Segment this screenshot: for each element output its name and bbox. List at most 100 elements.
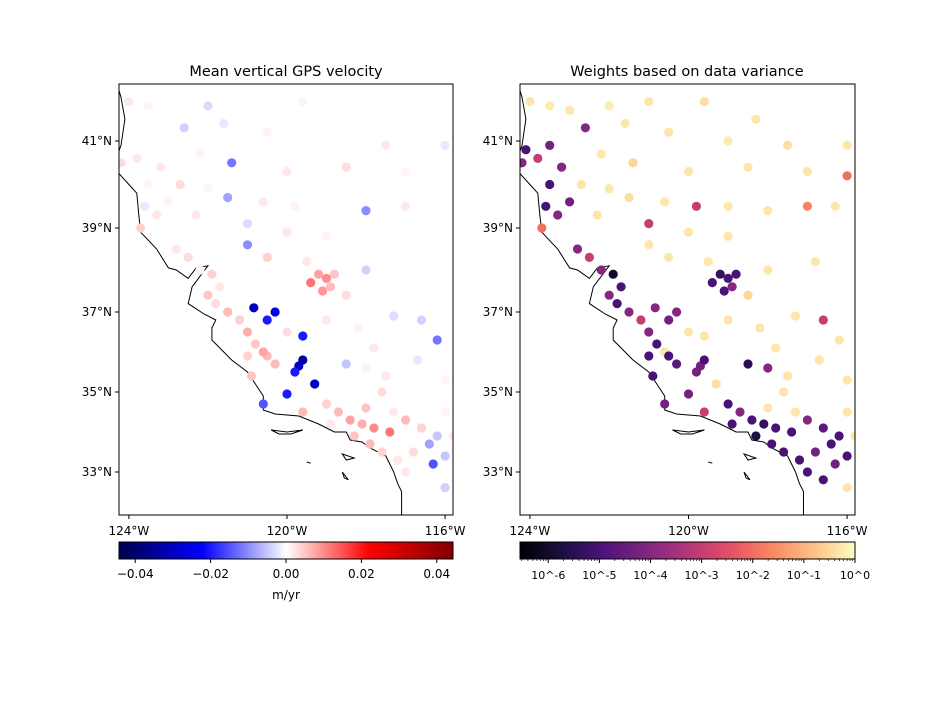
y-tick-label: 41°N <box>82 134 112 148</box>
station-point <box>826 439 836 449</box>
station-point <box>333 407 343 417</box>
y-tick-label: 39°N <box>483 221 513 235</box>
island-outline <box>270 429 303 435</box>
station-point <box>282 327 292 337</box>
station-point <box>771 423 781 433</box>
station-point <box>416 475 426 485</box>
station-point <box>672 307 682 317</box>
station-point <box>580 123 591 133</box>
station-point <box>644 96 654 107</box>
station-point <box>365 439 375 449</box>
station-point <box>648 371 658 381</box>
station-point <box>369 343 379 353</box>
colorbar-tick-label: 10^-1 <box>787 569 821 582</box>
y-tick-label: 39°N <box>82 221 112 235</box>
station-point <box>620 118 630 129</box>
station-point <box>424 439 434 449</box>
station-point <box>525 96 535 107</box>
panel-title-weights: Weights based on data variance <box>570 64 804 80</box>
station-point <box>357 419 367 429</box>
station-point <box>290 201 300 211</box>
station-point <box>262 315 272 325</box>
station-point <box>389 407 399 417</box>
station-point <box>456 202 465 211</box>
station-point <box>723 136 733 146</box>
station-point <box>155 162 166 172</box>
station-point <box>318 286 328 296</box>
station-point <box>195 265 205 275</box>
station-point <box>553 210 563 220</box>
station-point <box>842 140 852 150</box>
station-point <box>401 166 411 177</box>
station-point <box>249 303 259 313</box>
station-point <box>723 201 733 211</box>
station-point <box>440 483 450 493</box>
station-point <box>321 273 332 283</box>
colorbar-tick-label: 10^-5 <box>582 569 616 582</box>
colorbar-tick-label: 10^0 <box>840 569 870 582</box>
station-point <box>270 359 280 369</box>
station-point <box>743 359 753 369</box>
station-point <box>282 166 292 177</box>
colorbar <box>118 541 454 560</box>
station-point <box>624 307 634 317</box>
station-point <box>321 231 332 241</box>
station-point <box>456 415 465 424</box>
station-point <box>432 335 442 345</box>
station-point <box>576 179 587 190</box>
map-area <box>119 88 465 515</box>
station-point <box>699 355 709 365</box>
station-point <box>810 257 821 267</box>
station-point <box>691 201 702 211</box>
station-point <box>783 371 793 381</box>
station-point <box>779 387 789 397</box>
island-outline <box>743 471 751 481</box>
station-point <box>120 145 130 155</box>
station-point <box>207 269 217 279</box>
station-point <box>743 290 753 300</box>
station-point <box>242 96 253 107</box>
station-point <box>604 101 614 111</box>
x-tick-label: 116°W <box>425 524 466 538</box>
station-point <box>596 149 606 159</box>
station-point <box>644 240 654 250</box>
station-point <box>683 227 694 237</box>
station-point <box>790 407 801 417</box>
station-point <box>779 447 789 457</box>
colorbar-tick-label: −0.04 <box>117 567 154 581</box>
station-point <box>672 359 682 369</box>
station-point <box>171 244 181 254</box>
station-point <box>432 431 442 441</box>
y-tick-label: 41°N <box>483 134 513 148</box>
station-point <box>810 447 821 457</box>
x-tick-label: 120°W <box>267 524 308 538</box>
station-point <box>270 307 280 317</box>
station-point <box>302 257 312 267</box>
station-point <box>628 158 638 168</box>
station-point <box>325 419 336 429</box>
panel-title-velocity: Mean vertical GPS velocity <box>189 64 383 80</box>
station-point <box>759 419 769 429</box>
station-point <box>385 427 395 437</box>
station-point <box>723 273 733 283</box>
station-point <box>862 467 871 476</box>
station-point <box>349 114 359 124</box>
station-point <box>711 379 721 389</box>
station-point <box>223 307 233 317</box>
station-point <box>163 197 173 207</box>
station-point <box>520 158 527 168</box>
station-point <box>763 403 773 413</box>
colorbar-label-velocity: m/yr <box>272 588 300 602</box>
station-point <box>565 105 575 115</box>
station-point <box>802 166 813 177</box>
station-point <box>140 201 150 211</box>
station-point <box>282 389 292 399</box>
station-point <box>783 140 793 150</box>
station-point <box>381 371 391 381</box>
station-point <box>636 315 646 325</box>
station-point <box>787 427 797 437</box>
station-point <box>604 290 614 300</box>
station-point <box>572 244 583 254</box>
station-point <box>262 252 272 262</box>
station-point <box>727 419 737 429</box>
